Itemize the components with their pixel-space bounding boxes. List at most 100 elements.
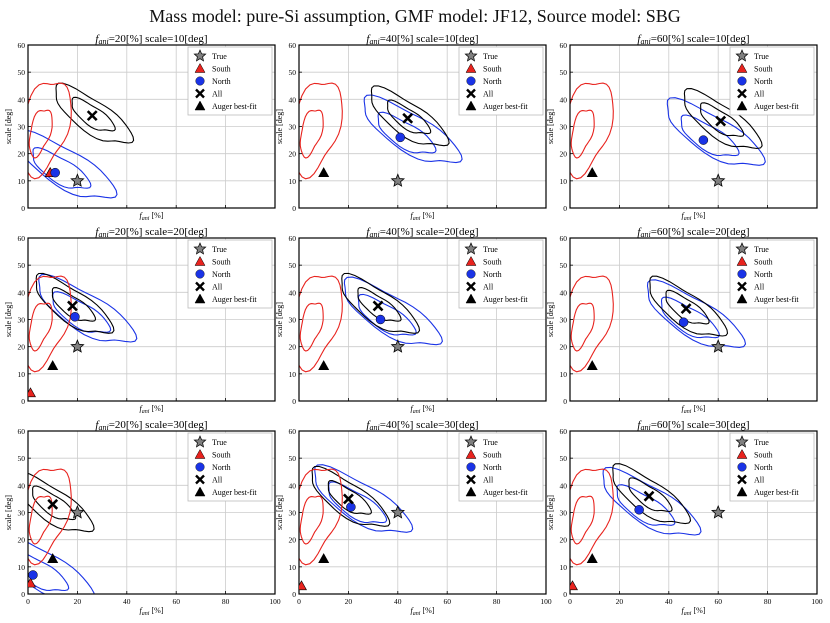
- x-tick-label: 60: [443, 597, 451, 606]
- legend-label: North: [212, 463, 231, 472]
- markers: [570, 490, 726, 591]
- south-contour-outer: [28, 468, 72, 566]
- north-contour-outer: [28, 130, 118, 199]
- auger-best-fit-marker: [318, 167, 330, 177]
- y-tick-label: 60: [560, 234, 568, 243]
- legend-auger-icon: [194, 100, 206, 111]
- x-tick-label: 40: [123, 597, 131, 606]
- contours: [570, 275, 747, 373]
- true-marker: [711, 504, 726, 519]
- legend-label: Auger best-fit: [212, 295, 257, 304]
- x-tick-label: 40: [665, 597, 673, 606]
- panel-title: fani=20[%] scale=20[deg]: [95, 226, 207, 239]
- x-tick-label: 100: [811, 597, 823, 606]
- legend-label: True: [212, 438, 227, 447]
- auger-best-fit-marker: [586, 553, 598, 563]
- legend-south-icon: [194, 255, 206, 266]
- legend: True South North All Auger best-fit: [187, 46, 273, 116]
- auger-best-fit-marker: [318, 360, 330, 370]
- x-tick-label: 60: [714, 597, 722, 606]
- y-tick-label: 20: [560, 150, 568, 159]
- y-tick-label: 0: [292, 397, 296, 406]
- markers: [586, 115, 727, 187]
- y-tick-label: 30: [18, 123, 26, 132]
- legend-all-icon: [737, 474, 747, 485]
- contours: [299, 272, 443, 373]
- legend-auger-icon: [194, 486, 206, 497]
- panel-title: fani=40[%] scale=10[deg]: [366, 33, 478, 46]
- legend-label: South: [483, 65, 502, 74]
- x-tick-label: 60: [172, 597, 180, 606]
- south-contour-outer: [570, 468, 614, 566]
- north-contour-outer: [38, 273, 138, 343]
- legend: True South North All Auger best-fit: [729, 46, 815, 116]
- legend-north-icon: [466, 76, 476, 86]
- auger-best-fit-marker: [318, 553, 330, 563]
- south-contour-outer: [299, 275, 343, 373]
- y-axis-label: scale [deg]: [4, 109, 13, 144]
- legend-true-icon: [464, 242, 478, 255]
- y-tick-label: 0: [563, 204, 567, 213]
- south-contour-outer: [570, 275, 614, 373]
- legend-auger-icon: [736, 486, 748, 497]
- x-axis-label: fani [%]: [411, 606, 435, 617]
- x-axis-label: fani [%]: [682, 404, 706, 415]
- all-contour-inner: [51, 287, 97, 322]
- legend-north-icon: [466, 462, 476, 472]
- panel-title: fani=40[%] scale=30[deg]: [366, 419, 478, 432]
- all-marker: [680, 303, 692, 315]
- y-tick-label: 50: [18, 261, 26, 270]
- true-marker: [710, 173, 726, 187]
- x-axis-label: fani [%]: [411, 404, 435, 415]
- south-marker: [299, 580, 307, 591]
- legend-label: North: [754, 77, 773, 86]
- auger-best-fit-marker: [586, 360, 598, 370]
- south-contour-outer: [299, 468, 343, 566]
- all-marker: [86, 110, 98, 122]
- legend-all-icon: [737, 88, 747, 99]
- south-contour-inner: [299, 302, 324, 352]
- legend-label: All: [212, 283, 223, 292]
- north-contour-outer: [28, 541, 95, 594]
- north-marker: [50, 167, 60, 178]
- contours: [570, 82, 766, 180]
- all-contour-outer: [341, 272, 421, 334]
- legend-label: Auger best-fit: [212, 102, 257, 111]
- y-tick-label: 50: [18, 68, 26, 77]
- legend-south-icon: [194, 448, 206, 459]
- legend-label: All: [754, 90, 765, 99]
- y-tick-label: 40: [18, 288, 26, 297]
- north-marker: [634, 505, 644, 515]
- y-tick-label: 30: [289, 316, 297, 325]
- legend-auger-icon: [465, 486, 477, 497]
- y-tick-label: 30: [18, 316, 26, 325]
- south-contour-inner: [299, 495, 324, 545]
- y-tick-label: 10: [560, 563, 568, 572]
- legend-north-icon: [737, 269, 747, 279]
- markers: [586, 303, 726, 370]
- legend-south-icon: [465, 62, 477, 73]
- y-axis-label: scale [deg]: [4, 302, 13, 337]
- x-tick-label: 20: [74, 597, 82, 606]
- legend-true-icon: [735, 49, 749, 62]
- panel-8: fani=40[%] scale=30[deg] 0 10 20 30 40 50 60 sca…: [275, 419, 552, 617]
- north-contour-outer: [666, 97, 766, 166]
- legend-south-icon: [465, 448, 477, 459]
- true-marker: [70, 173, 85, 187]
- y-tick-label: 20: [18, 536, 26, 545]
- legend: True South North All Auger best-fit: [187, 432, 273, 502]
- y-tick-label: 0: [563, 397, 567, 406]
- y-tick-label: 30: [560, 123, 568, 132]
- south-contour-outer: [28, 82, 72, 180]
- legend-label: Auger best-fit: [754, 295, 799, 304]
- y-tick-label: 10: [289, 563, 297, 572]
- auger-best-fit-marker: [47, 360, 59, 370]
- legend-all-icon: [466, 88, 476, 99]
- all-contour-inner: [665, 289, 710, 325]
- legend-north-icon: [195, 269, 205, 279]
- y-tick-label: 50: [560, 68, 568, 77]
- y-tick-label: 10: [18, 177, 26, 186]
- north-contour-inner: [616, 484, 676, 526]
- y-tick-label: 30: [560, 316, 568, 325]
